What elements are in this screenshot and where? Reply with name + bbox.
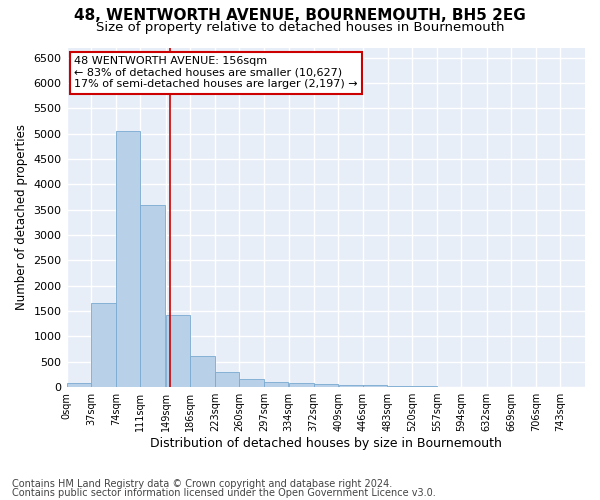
Bar	[239, 380, 264, 387]
Bar	[314, 384, 338, 387]
Bar	[437, 386, 461, 387]
Bar	[215, 372, 239, 387]
Bar	[363, 385, 388, 387]
Text: 48 WENTWORTH AVENUE: 156sqm
← 83% of detached houses are smaller (10,627)
17% of: 48 WENTWORTH AVENUE: 156sqm ← 83% of det…	[74, 56, 358, 89]
Bar	[388, 386, 412, 387]
Bar	[338, 385, 363, 387]
Text: Contains HM Land Registry data © Crown copyright and database right 2024.: Contains HM Land Registry data © Crown c…	[12, 479, 392, 489]
Text: Size of property relative to detached houses in Bournemouth: Size of property relative to detached ho…	[96, 21, 504, 34]
Bar	[166, 315, 190, 387]
Y-axis label: Number of detached properties: Number of detached properties	[15, 124, 28, 310]
Bar	[412, 386, 437, 387]
Bar	[91, 304, 116, 387]
Bar	[264, 382, 289, 387]
X-axis label: Distribution of detached houses by size in Bournemouth: Distribution of detached houses by size …	[150, 437, 502, 450]
Text: 48, WENTWORTH AVENUE, BOURNEMOUTH, BH5 2EG: 48, WENTWORTH AVENUE, BOURNEMOUTH, BH5 2…	[74, 8, 526, 22]
Bar	[289, 383, 314, 387]
Bar	[116, 131, 140, 387]
Bar	[67, 384, 91, 387]
Bar	[190, 356, 215, 387]
Bar	[140, 204, 166, 387]
Text: Contains public sector information licensed under the Open Government Licence v3: Contains public sector information licen…	[12, 488, 436, 498]
